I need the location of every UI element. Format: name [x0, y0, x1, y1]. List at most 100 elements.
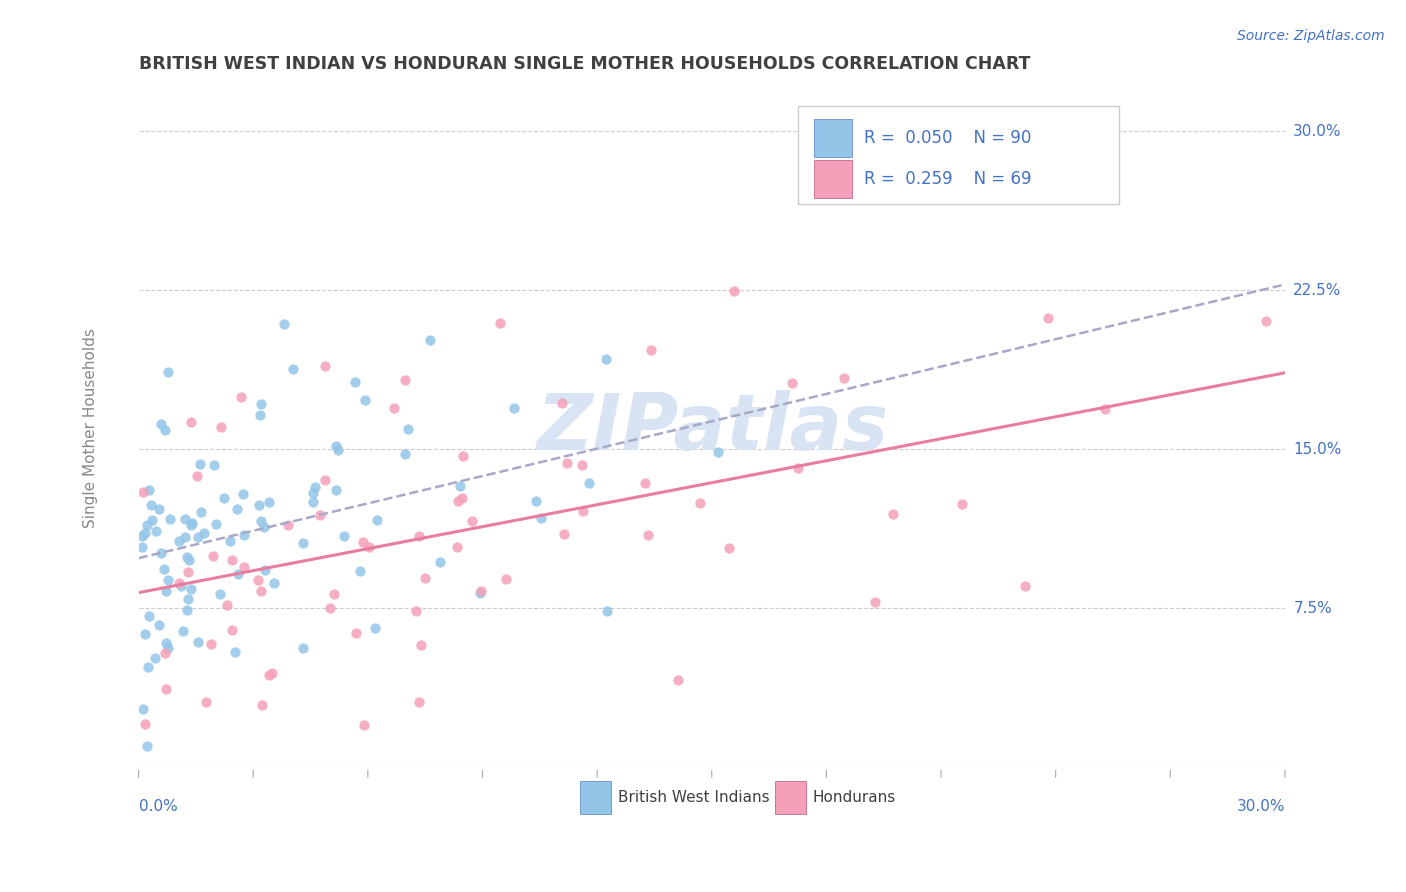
- Point: [468, 585, 491, 599]
- Point: [152, 561, 174, 575]
- Point: [177, 565, 200, 579]
- Point: [451, 449, 474, 463]
- Point: [155, 681, 177, 696]
- Point: [408, 529, 430, 543]
- Text: R =  0.259    N = 69: R = 0.259 N = 69: [865, 170, 1032, 188]
- Point: [633, 475, 655, 490]
- Point: [157, 640, 180, 655]
- Point: [257, 495, 280, 509]
- Point: [666, 673, 689, 687]
- Point: [572, 504, 595, 518]
- Point: [263, 575, 285, 590]
- Point: [333, 529, 356, 543]
- Point: [250, 584, 273, 599]
- Point: [637, 528, 659, 542]
- Point: [148, 617, 170, 632]
- Point: [249, 408, 271, 422]
- Point: [782, 376, 804, 390]
- Point: [212, 491, 235, 505]
- Point: [138, 609, 160, 624]
- Point: [1038, 311, 1060, 326]
- Point: [273, 318, 295, 332]
- Point: [382, 401, 405, 415]
- Point: [250, 514, 273, 528]
- Point: [302, 494, 325, 508]
- Point: [226, 566, 249, 581]
- Point: [246, 573, 269, 587]
- Point: [366, 513, 388, 527]
- Point: [413, 571, 436, 585]
- Point: [177, 552, 200, 566]
- Point: [138, 483, 160, 497]
- Point: [176, 602, 198, 616]
- Point: [344, 626, 367, 640]
- Point: [187, 530, 209, 544]
- Point: [717, 541, 740, 555]
- Point: [131, 540, 153, 554]
- Point: [187, 634, 209, 648]
- Point: [155, 584, 177, 599]
- Text: Hondurans: Hondurans: [813, 789, 896, 805]
- Point: [224, 645, 246, 659]
- Point: [408, 694, 430, 708]
- Point: [145, 524, 167, 538]
- Point: [131, 529, 153, 543]
- Point: [319, 600, 342, 615]
- Point: [524, 493, 547, 508]
- Point: [180, 582, 202, 597]
- Point: [200, 637, 222, 651]
- Text: 15.0%: 15.0%: [1294, 442, 1341, 457]
- Point: [208, 587, 231, 601]
- Point: [167, 534, 190, 549]
- Point: [136, 518, 159, 533]
- Point: [447, 494, 470, 508]
- Point: [232, 487, 254, 501]
- Point: [134, 717, 156, 731]
- Point: [155, 636, 177, 650]
- Point: [292, 536, 315, 550]
- Text: ZIPatlas: ZIPatlas: [536, 390, 887, 466]
- Point: [153, 646, 176, 660]
- Point: [786, 460, 808, 475]
- Point: [173, 511, 195, 525]
- Point: [134, 626, 156, 640]
- Point: [344, 375, 367, 389]
- Point: [571, 458, 593, 472]
- Point: [325, 483, 347, 498]
- Point: [950, 497, 973, 511]
- Point: [186, 469, 208, 483]
- Point: [257, 667, 280, 681]
- Point: [314, 473, 336, 487]
- Point: [291, 641, 314, 656]
- Point: [141, 513, 163, 527]
- Point: [689, 496, 711, 510]
- Point: [167, 576, 190, 591]
- Point: [396, 422, 419, 436]
- Point: [232, 560, 254, 574]
- Point: [553, 527, 575, 541]
- Point: [202, 458, 225, 472]
- Point: [188, 457, 211, 471]
- Point: [707, 445, 730, 459]
- Point: [488, 316, 510, 330]
- Point: [139, 498, 162, 512]
- Point: [1094, 402, 1116, 417]
- Point: [405, 604, 427, 618]
- Text: 22.5%: 22.5%: [1294, 283, 1341, 298]
- Point: [530, 511, 553, 525]
- Point: [451, 491, 474, 505]
- Point: [302, 485, 325, 500]
- Text: R =  0.050    N = 90: R = 0.050 N = 90: [865, 129, 1032, 147]
- Point: [148, 502, 170, 516]
- Point: [328, 443, 350, 458]
- Point: [363, 621, 385, 635]
- Point: [156, 365, 179, 379]
- Point: [209, 420, 232, 434]
- Point: [304, 480, 326, 494]
- Point: [419, 333, 441, 347]
- Point: [159, 512, 181, 526]
- Point: [277, 517, 299, 532]
- Point: [132, 484, 155, 499]
- Point: [595, 352, 617, 367]
- Point: [221, 552, 243, 566]
